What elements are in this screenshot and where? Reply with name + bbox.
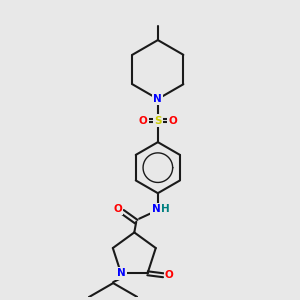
Text: N: N <box>154 94 162 104</box>
Text: N: N <box>152 204 160 214</box>
Text: H: H <box>161 204 170 214</box>
Text: O: O <box>168 116 177 126</box>
Text: O: O <box>165 270 173 280</box>
Text: N: N <box>117 268 125 278</box>
Text: O: O <box>139 116 148 126</box>
Text: S: S <box>154 116 162 126</box>
Text: O: O <box>113 204 122 214</box>
